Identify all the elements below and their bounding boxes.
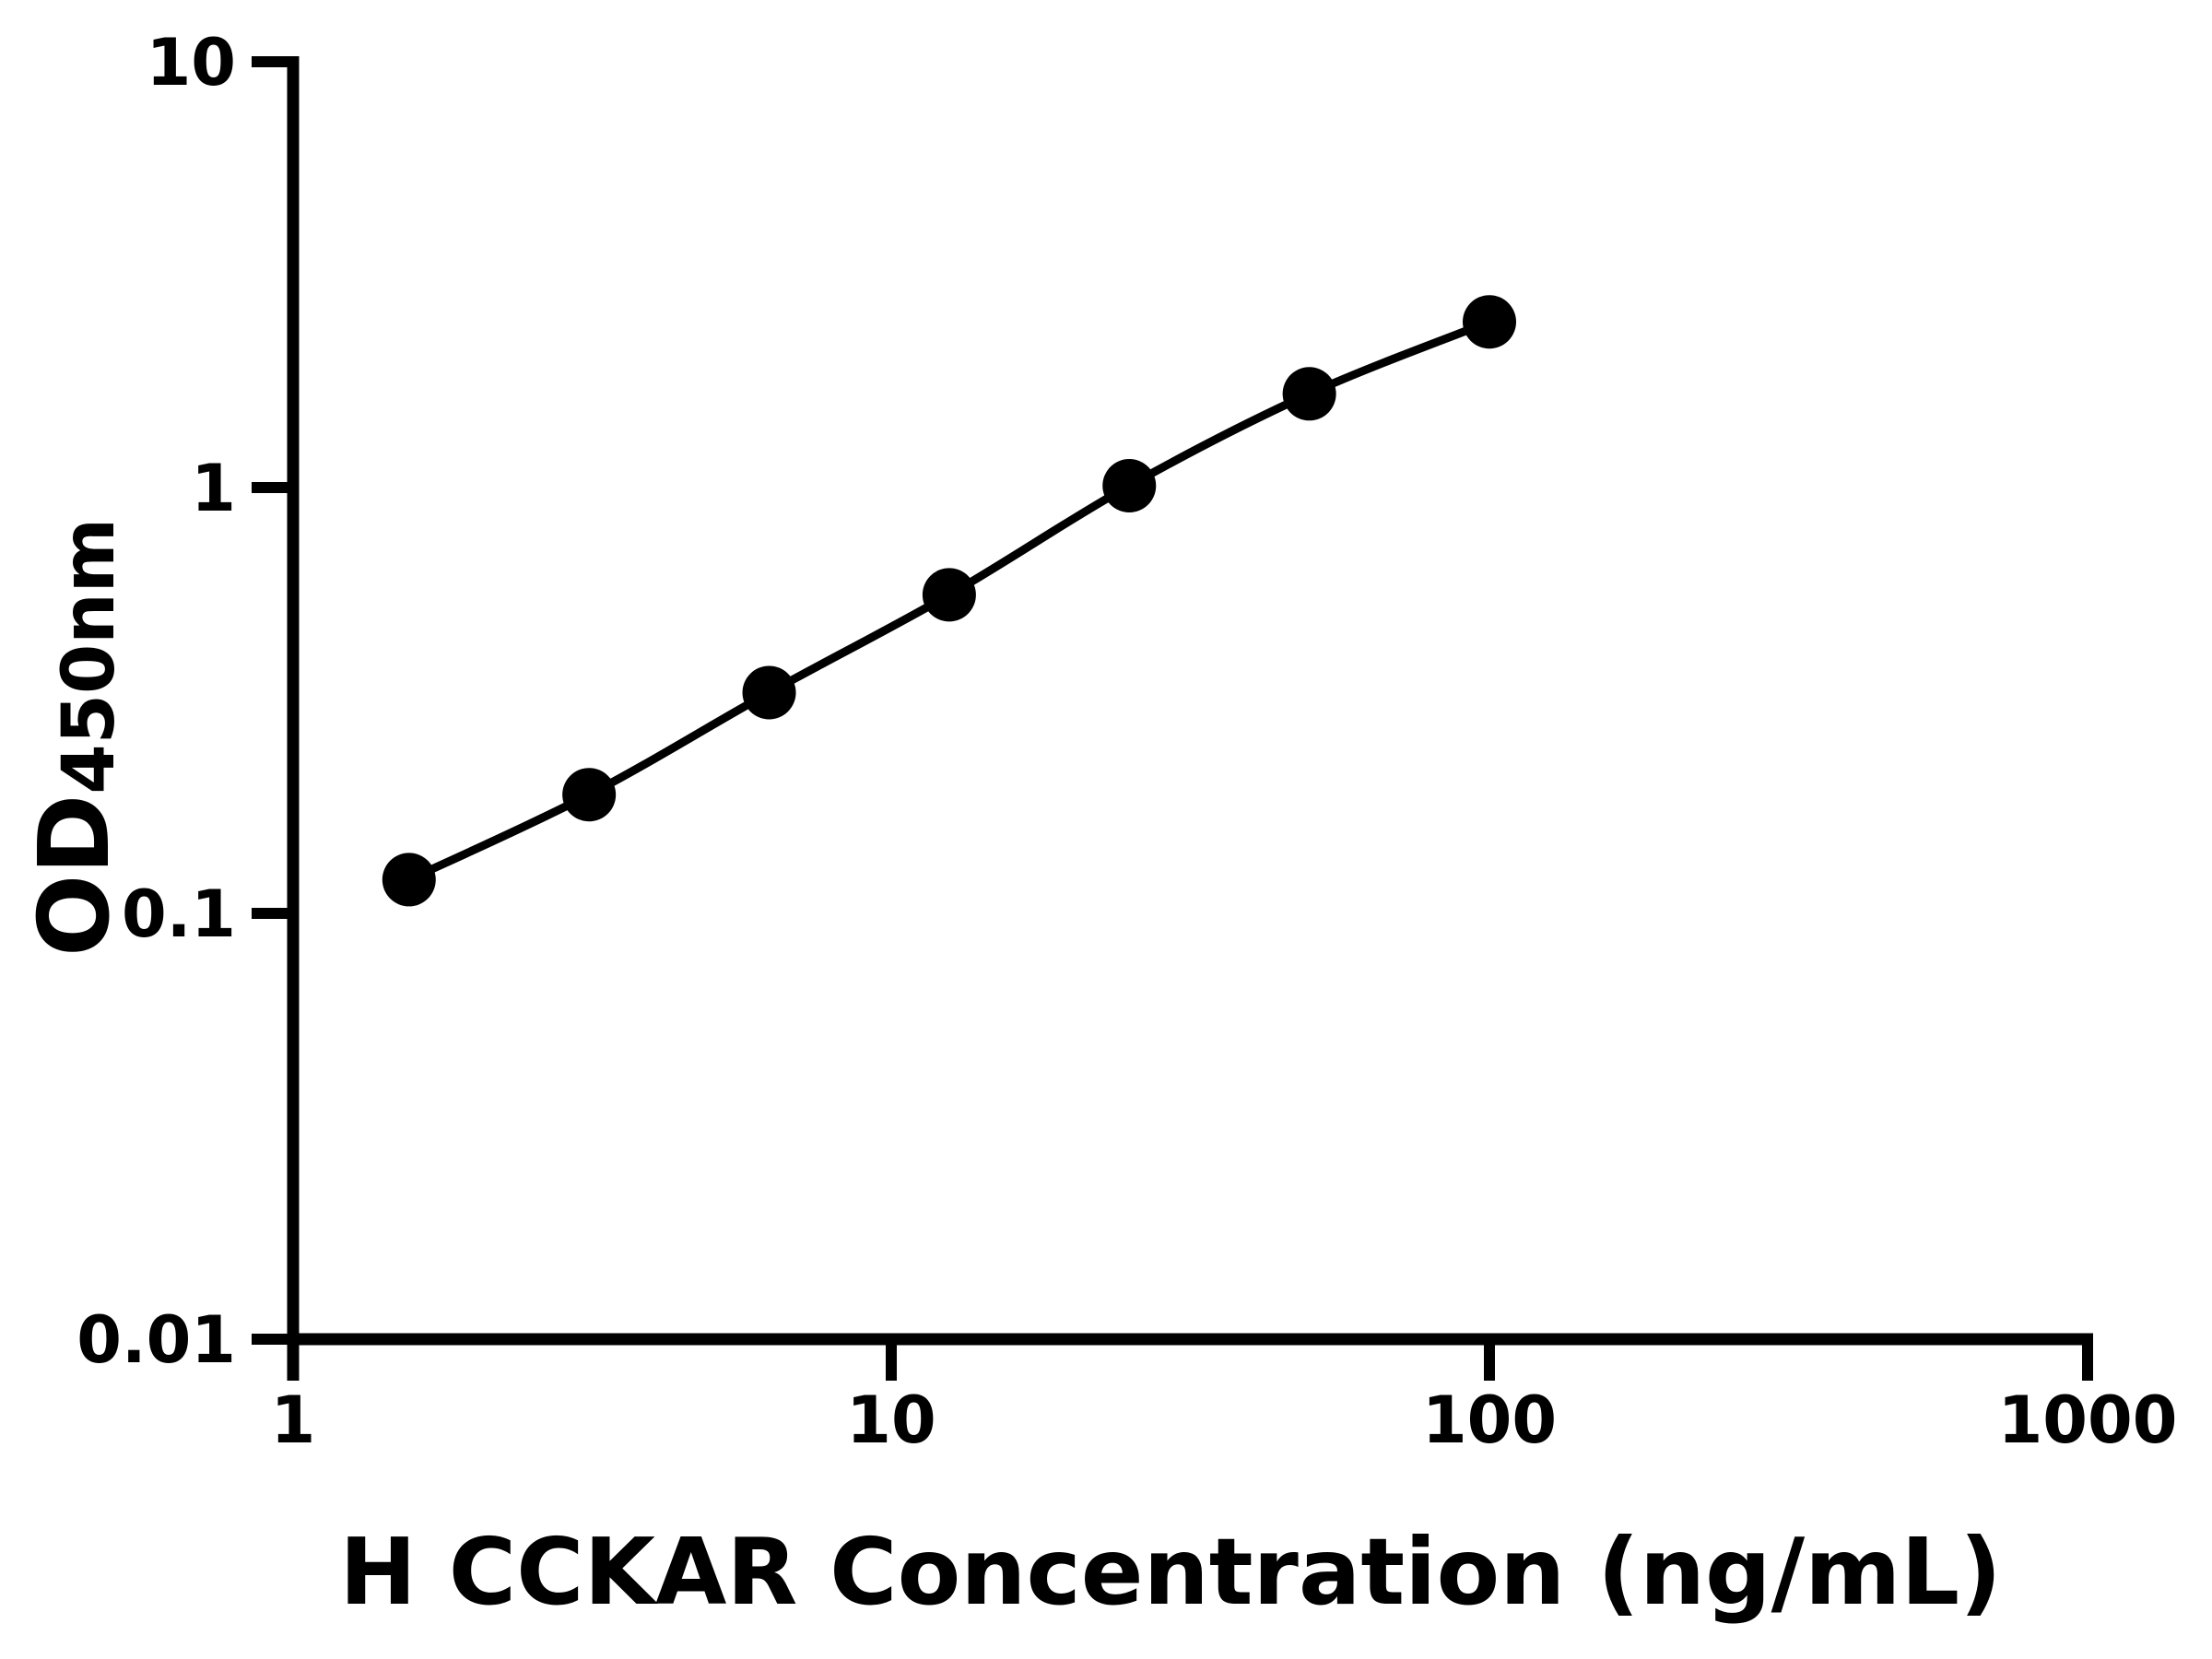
x-tick-label: 100: [1422, 1382, 1557, 1458]
data-point-marker: [1282, 367, 1336, 421]
data-point-marker: [1463, 295, 1516, 349]
y-axis-ticks: 10 1 0.1 0.01: [76, 25, 299, 1378]
data-point-marker: [562, 768, 617, 822]
x-axis-title: H CCKAR Concentration (ng/mL): [339, 1518, 2002, 1626]
data-points: [382, 295, 1516, 907]
x-tick-label: 1000: [1998, 1382, 2178, 1458]
x-axis-ticks: 1 10 100 1000: [271, 1334, 2178, 1458]
y-axis-title-subscript: 450nm: [48, 518, 131, 794]
y-tick-label: 0.1: [122, 877, 236, 952]
x-tick-label: 1: [271, 1382, 316, 1458]
data-point-marker: [922, 568, 976, 622]
data-point-marker: [742, 665, 796, 720]
y-axis-title: OD450nm: [18, 518, 131, 957]
x-tick-label: 10: [846, 1382, 935, 1458]
y-axis-title-main: OD: [18, 794, 131, 957]
data-point-marker: [382, 853, 436, 907]
y-tick-label: 10: [147, 25, 236, 100]
y-tick-label: 1: [191, 451, 236, 526]
data-point-marker: [1102, 459, 1157, 513]
y-tick-label: 0.01: [76, 1302, 236, 1378]
axes: [287, 56, 2093, 1381]
